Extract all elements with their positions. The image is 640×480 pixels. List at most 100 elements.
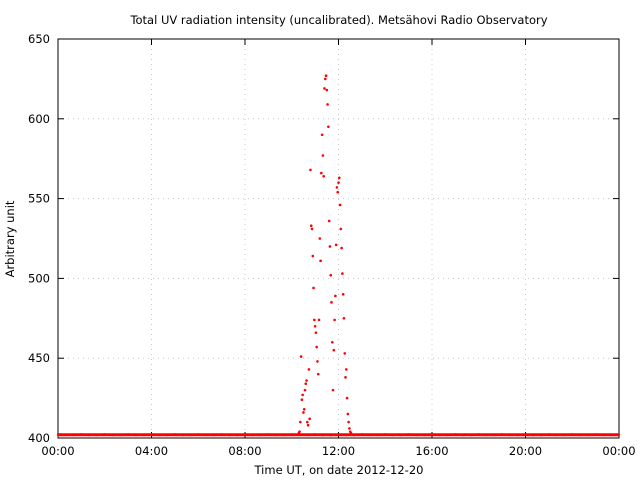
baseline-point xyxy=(516,434,519,437)
baseline-point xyxy=(127,433,130,436)
data-point xyxy=(328,245,332,248)
baseline-point xyxy=(111,434,114,437)
data-point xyxy=(344,376,347,379)
baseline-point xyxy=(446,434,449,437)
data-point xyxy=(321,154,325,157)
data-point xyxy=(322,174,325,178)
data-point xyxy=(319,259,322,263)
data-point xyxy=(316,372,320,376)
data-point xyxy=(303,388,307,392)
data-point xyxy=(330,301,333,304)
baseline-point xyxy=(165,434,169,437)
data-point xyxy=(345,396,349,400)
data-point xyxy=(344,368,348,371)
data-point xyxy=(312,286,315,290)
baseline-point xyxy=(384,433,387,436)
baseline-point xyxy=(314,433,317,436)
data-points xyxy=(56,74,621,437)
y-tick-label: 550 xyxy=(28,192,50,206)
x-tick-label: 08:00 xyxy=(228,444,261,458)
data-point xyxy=(333,318,336,322)
data-point xyxy=(298,430,301,433)
plot-frame xyxy=(57,38,620,439)
baseline-point xyxy=(524,433,527,436)
x-axis-label: Time UT, on date 2012-12-20 xyxy=(254,463,424,477)
baseline-point xyxy=(407,433,410,436)
baseline-point xyxy=(578,434,582,437)
data-point xyxy=(320,171,323,175)
baseline-point xyxy=(259,434,262,437)
baseline-point xyxy=(571,433,574,436)
x-tick-label: 04:00 xyxy=(135,444,168,458)
baseline-point xyxy=(586,434,589,437)
baseline-point xyxy=(251,434,254,437)
baseline-point xyxy=(220,433,223,436)
data-point xyxy=(335,186,339,189)
baseline-point xyxy=(72,434,75,437)
data-point xyxy=(306,420,309,424)
data-point xyxy=(336,190,340,194)
data-point xyxy=(337,176,341,180)
x-tick-label: 16:00 xyxy=(415,444,448,458)
data-point xyxy=(320,133,324,137)
data-point xyxy=(324,74,328,78)
baseline-point xyxy=(501,433,504,436)
data-point xyxy=(350,433,354,437)
baseline-point xyxy=(469,434,473,437)
data-point xyxy=(307,368,311,371)
baseline-point xyxy=(594,433,597,436)
y-tick-label: 450 xyxy=(28,351,50,365)
baseline-point xyxy=(103,433,106,436)
baseline-point xyxy=(95,434,99,437)
baseline-point xyxy=(306,434,309,437)
baseline-point xyxy=(290,433,293,436)
data-point xyxy=(337,181,340,184)
x-tick-label: 00:00 xyxy=(602,444,635,458)
data-point xyxy=(316,360,319,363)
data-point xyxy=(306,423,310,427)
data-point xyxy=(327,125,330,129)
data-point xyxy=(314,331,318,334)
data-point xyxy=(347,420,350,424)
grid xyxy=(58,39,619,438)
data-point xyxy=(310,227,314,231)
data-point xyxy=(329,273,333,277)
baseline-point xyxy=(423,434,426,437)
baseline-point xyxy=(602,434,605,437)
baseline-point xyxy=(438,434,441,437)
baseline-point xyxy=(142,434,145,437)
baseline-point xyxy=(477,433,480,436)
data-point xyxy=(332,348,336,352)
data-point xyxy=(299,355,303,358)
data-point xyxy=(317,318,321,322)
baseline-point xyxy=(610,434,613,437)
baseline-point xyxy=(282,434,286,437)
y-axis-label: Arbitrary unit xyxy=(3,200,17,277)
data-point xyxy=(300,398,304,401)
baseline-point xyxy=(197,433,200,436)
baseline-point xyxy=(181,434,184,437)
data-point xyxy=(318,237,322,240)
baseline-point xyxy=(267,433,270,436)
data-point xyxy=(323,87,326,90)
data-point xyxy=(348,427,351,430)
axis-ticks: 400 450 500 550 600 650 00:00 04:00 08:00 12:00 16… xyxy=(28,32,636,458)
data-point xyxy=(315,345,318,349)
x-tick-label: 20:00 xyxy=(509,444,542,458)
x-tick-label: 00:00 xyxy=(41,444,74,458)
y-tick-label: 650 xyxy=(28,32,50,46)
baseline-point xyxy=(532,434,535,437)
baseline-point xyxy=(454,433,457,436)
data-point xyxy=(339,227,343,231)
baseline-point xyxy=(415,434,418,437)
data-point xyxy=(341,293,345,296)
baseline-point xyxy=(462,434,465,437)
baseline-point xyxy=(555,434,558,437)
baseline-point xyxy=(275,434,278,437)
baseline-point xyxy=(391,434,395,437)
baseline-point xyxy=(173,433,176,436)
data-point xyxy=(309,168,312,172)
baseline-point xyxy=(298,434,301,437)
baseline-point xyxy=(547,433,550,436)
baseline-point xyxy=(243,433,247,436)
